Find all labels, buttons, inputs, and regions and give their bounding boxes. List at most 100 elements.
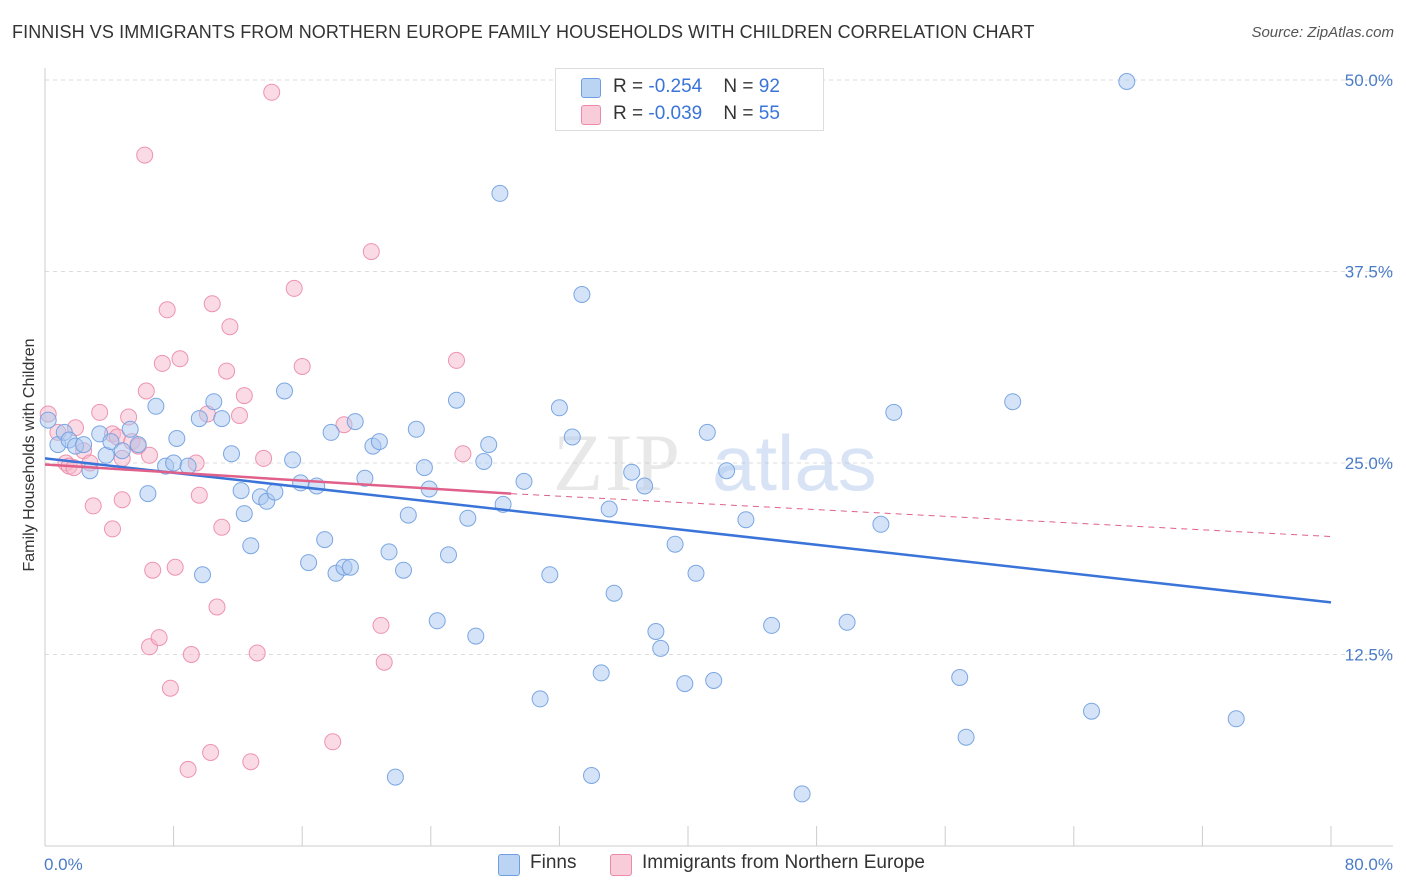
finns-point-16	[165, 454, 183, 472]
finns-point-14	[147, 397, 165, 415]
immigrants-point-22	[144, 561, 162, 579]
finns-point-43	[370, 433, 388, 451]
immigrants-point-19	[137, 382, 155, 400]
finns-point-41	[356, 469, 374, 487]
finns-point-78	[705, 672, 723, 689]
immigrants-n-label: N =	[723, 103, 759, 124]
immigrants-point-32	[190, 486, 208, 504]
source-note: Source: ZipAtlas.com	[1251, 24, 1394, 41]
finns-point-44	[380, 543, 398, 561]
y-tick-label-3: 50.0%	[1345, 71, 1393, 90]
finns-n-label: N =	[723, 76, 759, 97]
finns-point-76	[687, 564, 705, 582]
finns-point-65	[573, 286, 591, 303]
finns-point-22	[213, 410, 231, 428]
immigrants-point-53	[448, 351, 465, 369]
finns-point-11	[121, 420, 139, 438]
finns-point-26	[242, 537, 260, 555]
immigrants-n-value: 55	[758, 103, 780, 124]
finns-point-70	[623, 463, 641, 481]
finns-point-72	[647, 623, 665, 640]
chart-title: FINNISH VS IMMIGRANTS FROM NORTHERN EURO…	[12, 22, 1035, 42]
tick-layer: 12.5% 25.0% 37.5% 50.0% 0.0% 80.0%	[44, 71, 1393, 874]
finns-point-55	[467, 627, 485, 645]
finns-point-58	[491, 184, 509, 202]
correlation-legend: R = -0.254 N = 92 R = -0.039 N = 55	[555, 68, 824, 131]
y-tick-label-2: 37.5%	[1345, 263, 1393, 282]
y-tick-label-0: 12.5%	[1345, 646, 1393, 665]
immigrants-legend-label: Immigrants from Northern Europe	[642, 852, 925, 873]
finns-r-label: R =	[613, 76, 649, 97]
immigrants-point-54	[454, 445, 472, 463]
finns-point-47	[399, 506, 417, 524]
y-tick-label-1: 25.0%	[1345, 454, 1393, 473]
watermark-atlas: atlas	[712, 419, 877, 507]
immigrants-point-41	[235, 387, 253, 405]
immigrants-point-34	[202, 744, 220, 761]
series-immigrants-points	[39, 83, 472, 778]
finns-point-46	[395, 561, 412, 579]
immigrants-point-47	[293, 358, 311, 375]
x-tick-label-1: 80.0%	[1345, 855, 1393, 874]
finns-point-66	[583, 767, 600, 784]
finns-point-54	[459, 509, 477, 527]
finns-point-83	[838, 613, 856, 631]
immigrants-point-39	[221, 318, 239, 336]
finns-legend-icon	[498, 854, 520, 876]
finns-point-48	[407, 420, 425, 438]
y-axis-label: Family Households with Children	[21, 339, 38, 572]
immigrants-point-48	[324, 733, 342, 751]
immigrants-point-25	[158, 301, 176, 319]
immigrants-point-8	[84, 497, 102, 515]
finns-r-value: -0.254	[648, 76, 703, 97]
finns-point-0	[39, 411, 57, 429]
grid-layer	[45, 79, 1393, 655]
finns-point-57	[480, 436, 498, 454]
immigrants-point-50	[362, 243, 380, 261]
finns-point-10	[113, 442, 131, 460]
finns-trend-line	[44, 457, 1332, 604]
finns-point-71	[636, 477, 654, 495]
finns-point-67	[592, 664, 610, 682]
finns-point-31	[284, 451, 302, 469]
finns-point-53	[448, 391, 465, 409]
finns-point-77	[698, 423, 716, 441]
immigrants-point-23	[150, 629, 168, 647]
finns-point-87	[957, 728, 975, 746]
finns-point-40	[346, 413, 364, 431]
finns-point-84	[872, 515, 890, 533]
immigrants-point-36	[208, 598, 226, 616]
finns-point-56	[475, 453, 493, 470]
finns-point-29	[266, 483, 284, 501]
immigrants-point-52	[375, 653, 393, 671]
finns-point-51	[428, 612, 446, 630]
finns-point-17	[168, 430, 186, 447]
finns-swatch-icon	[581, 78, 601, 98]
immigrants-legend-icon	[610, 854, 632, 876]
finns-point-21	[205, 393, 223, 411]
finns-point-79	[718, 462, 736, 480]
finns-point-60	[515, 472, 533, 490]
immigrants-point-44	[255, 449, 273, 467]
finns-point-85	[885, 403, 903, 421]
finns-point-88	[1004, 393, 1022, 411]
finns-point-23	[223, 445, 240, 463]
immigrants-point-18	[136, 146, 154, 164]
series-finns-points	[39, 73, 1245, 803]
finns-point-24	[232, 482, 250, 500]
finns-point-20	[194, 566, 211, 584]
finns-point-9	[102, 433, 120, 451]
finns-point-91	[1227, 710, 1245, 728]
immigrants-point-26	[161, 679, 179, 697]
finns-point-82	[793, 785, 811, 803]
immigrants-point-38	[218, 362, 236, 380]
finns-point-73	[652, 639, 670, 657]
immigrants-point-24	[153, 354, 171, 372]
immigrants-point-28	[171, 350, 189, 368]
immigrants-point-37	[213, 518, 231, 536]
finns-point-36	[322, 423, 340, 441]
immigrants-r-label: R =	[613, 103, 649, 124]
finns-point-39	[341, 558, 359, 576]
x-tick-label-0: 0.0%	[44, 855, 83, 874]
